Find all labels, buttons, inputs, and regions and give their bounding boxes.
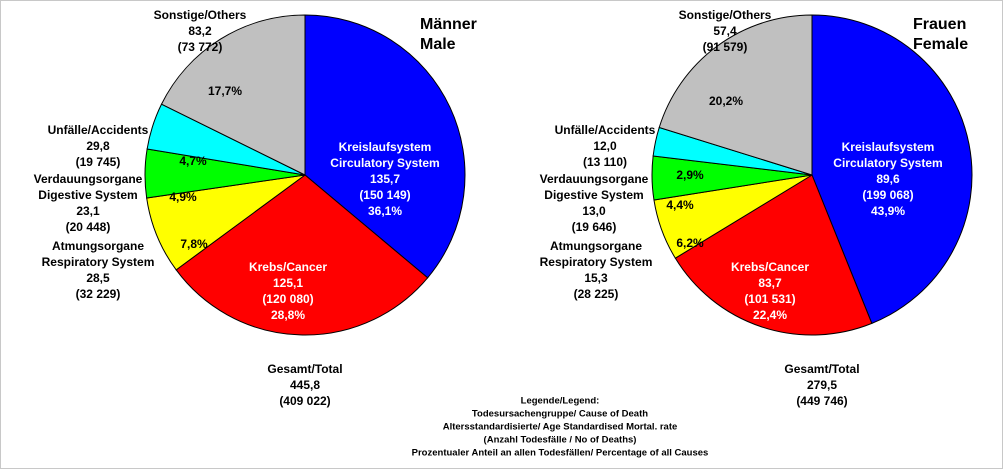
rate-label: 15,3	[584, 271, 608, 285]
category-label: Krebs/Cancer	[731, 260, 809, 274]
rate-label: 12,0	[593, 139, 617, 153]
count-label: (120 080)	[262, 292, 313, 306]
count-label: (28 225)	[574, 287, 619, 301]
legend-line: (Anzahl Todesfälle / No of Deaths)	[484, 435, 637, 446]
category-label: Digestive System	[38, 188, 137, 202]
chart-subtitle: Female	[913, 36, 968, 53]
value-label: 4,7%	[179, 154, 207, 168]
count-label: (19 646)	[572, 220, 617, 234]
pie-slice	[304, 14, 466, 279]
chart-title: Frauen	[913, 16, 966, 33]
rate-label: 28,5	[86, 271, 110, 285]
category-label: Sonstige/Others	[154, 8, 247, 22]
count-label: (101 531)	[744, 292, 795, 306]
count-label: (19 745)	[76, 155, 121, 169]
total-label: 279,5	[807, 378, 837, 392]
total-label: (409 022)	[279, 394, 330, 408]
pie-slice	[175, 174, 429, 336]
rate-label: 83,7	[758, 276, 782, 290]
rate-label: 23,1	[76, 204, 100, 218]
rate-label: 135,7	[370, 172, 400, 186]
category-label: Verdauungsorgane	[540, 172, 649, 186]
rate-label: 13,0	[582, 204, 606, 218]
value-label: 7,8%	[180, 237, 208, 251]
value-label: 4,9%	[169, 190, 197, 204]
rate-label: 89,6	[876, 172, 900, 186]
count-label: (20 448)	[66, 220, 111, 234]
pie-slice	[160, 14, 306, 176]
rate-label: 57,4	[713, 24, 737, 38]
chart-subtitle: Male	[420, 36, 456, 53]
value-label: 2,9%	[676, 168, 704, 182]
category-label: Krebs/Cancer	[249, 260, 327, 274]
value-label: 28,8%	[271, 308, 305, 322]
category-label: Atmungsorgane	[550, 239, 642, 253]
legend-line: Altersstandardisierte/ Age Standardised …	[443, 422, 678, 433]
chart-title: Männer	[420, 16, 477, 33]
count-label: (150 149)	[359, 188, 410, 202]
category-label: Unfälle/Accidents	[48, 123, 149, 137]
value-label: 17,7%	[208, 84, 242, 98]
count-label: (91 579)	[703, 40, 748, 54]
category-label: Sonstige/Others	[679, 8, 772, 22]
value-label: 22,4%	[753, 308, 787, 322]
total-label: (449 746)	[796, 394, 847, 408]
total-label: Gesamt/Total	[784, 362, 859, 376]
category-label: Digestive System	[544, 188, 643, 202]
legend-line: Todesursachengruppe/ Cause of Death	[472, 409, 648, 420]
count-label: (73 772)	[178, 40, 223, 54]
category-label: Verdauungsorgane	[34, 172, 143, 186]
value-label: 6,2%	[676, 236, 704, 250]
category-label: Respiratory System	[540, 255, 653, 269]
count-label: (199 068)	[862, 188, 913, 202]
pie-slice	[674, 174, 873, 336]
count-label: (13 110)	[583, 155, 627, 169]
rate-label: 29,8	[86, 139, 110, 153]
pie-slice	[811, 14, 973, 325]
category-label: Kreislaufsystem	[339, 140, 432, 154]
total-label: 445,8	[290, 378, 320, 392]
category-label: Kreislaufsystem	[842, 140, 935, 154]
category-label: Atmungsorgane	[52, 239, 144, 253]
value-label: 36,1%	[368, 204, 402, 218]
rate-label: 125,1	[273, 276, 303, 290]
category-label: Unfälle/Accidents	[555, 123, 656, 137]
category-label: Respiratory System	[42, 255, 155, 269]
legend-title: Legende/Legend:	[521, 396, 600, 407]
count-label: (32 229)	[76, 287, 121, 301]
total-label: Gesamt/Total	[267, 362, 342, 376]
legend-line: Prozentualer Anteil an allen Todesfällen…	[412, 448, 709, 459]
pie-slice	[658, 14, 813, 176]
category-label: Circulatory System	[833, 156, 942, 170]
value-label: 43,9%	[871, 204, 905, 218]
category-label: Circulatory System	[330, 156, 439, 170]
value-label: 4,4%	[666, 198, 694, 212]
value-label: 20,2%	[709, 94, 743, 108]
rate-label: 83,2	[188, 24, 212, 38]
